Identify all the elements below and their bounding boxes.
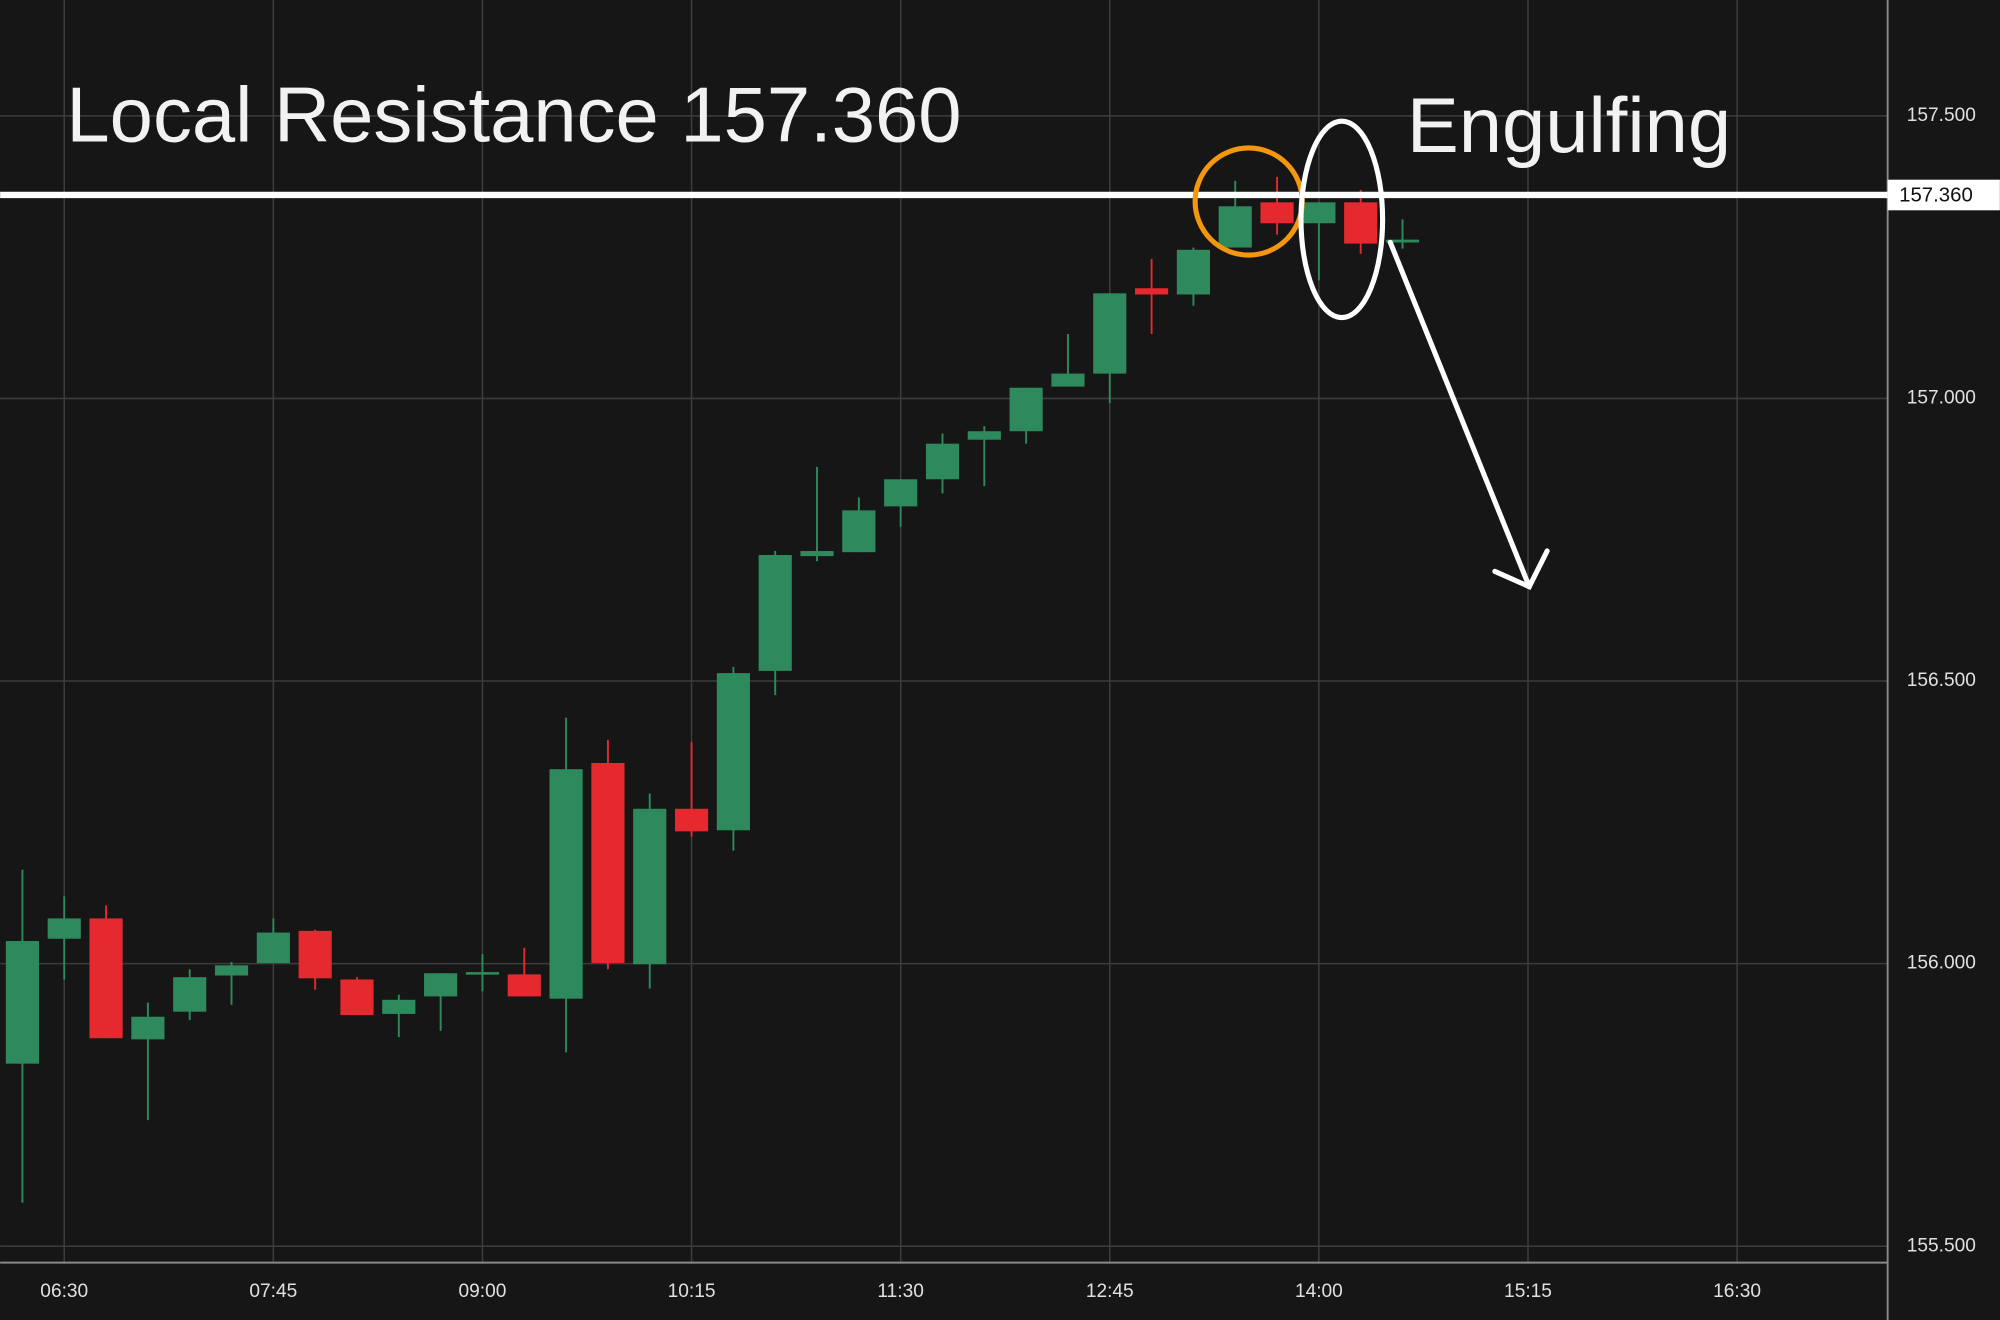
candle-body [800, 551, 834, 557]
candle-body [1009, 387, 1043, 432]
y-tick-label: 155.500 [1907, 1235, 1976, 1256]
candle-body [256, 932, 290, 964]
x-tick-label: 14:00 [1295, 1281, 1343, 1302]
candle-body [507, 974, 541, 997]
candle-body [1344, 202, 1378, 244]
candle-body [382, 999, 416, 1014]
x-tick-label: 06:30 [40, 1281, 88, 1302]
candle-body [549, 769, 583, 999]
chart-title: Local Resistance 157.360 [66, 73, 961, 159]
candle-body [1176, 249, 1210, 295]
x-tick-label: 16:30 [1713, 1281, 1761, 1302]
candle-body [465, 972, 500, 975]
x-tick-label: 15:15 [1504, 1281, 1552, 1302]
candle-body [47, 918, 81, 939]
candle-body [633, 808, 667, 965]
candle-body [716, 673, 750, 831]
candle-body [5, 941, 40, 1064]
x-tick-label: 12:45 [1086, 1281, 1134, 1302]
highlight-ellipse [1298, 118, 1386, 321]
candle-body [674, 808, 709, 832]
candle-body [298, 930, 332, 979]
candles [5, 176, 1420, 1203]
x-tick-label: 11:30 [877, 1281, 923, 1302]
candle-body [131, 1016, 165, 1040]
candle-body [424, 973, 458, 997]
candle-body [884, 479, 918, 507]
candle-body [1051, 373, 1085, 387]
arrow [1387, 239, 1550, 590]
candle-body [89, 918, 123, 1039]
x-tick-label: 07:45 [249, 1281, 297, 1302]
resistance-label: 157.360 [1899, 185, 1973, 207]
candle-body [758, 555, 792, 671]
y-tick-label: 157.500 [1907, 105, 1976, 126]
candle-body [173, 977, 207, 1012]
candle-body [214, 965, 249, 976]
x-tick-label: 10:15 [668, 1281, 716, 1302]
candle-body [1218, 206, 1252, 248]
candle-body [591, 762, 625, 964]
y-tick-label: 156.000 [1907, 953, 1976, 974]
grid: 155.500 156.000 156.500 157.000 157.500 06:30… [0, 0, 1976, 1302]
candle-body [1260, 202, 1294, 224]
candle-body [925, 443, 960, 480]
candle-body [967, 431, 1001, 440]
candle-body [340, 979, 374, 1016]
arrow-shaft [1387, 239, 1532, 590]
candle-body [842, 510, 876, 553]
candle-body [1385, 239, 1420, 243]
x-tick-label: 09:00 [459, 1281, 507, 1302]
resistance-label-box [1887, 179, 2000, 211]
candle-body [1302, 202, 1336, 224]
candle-body [1135, 288, 1169, 295]
y-tick-label: 156.500 [1907, 670, 1976, 691]
y-tick-label: 157.000 [1907, 387, 1976, 408]
arrow-head [1492, 548, 1550, 590]
overlay: 157.360 [0, 179, 2000, 211]
annotation: Engulfing [1407, 83, 1731, 169]
candle-body [1093, 293, 1127, 374]
